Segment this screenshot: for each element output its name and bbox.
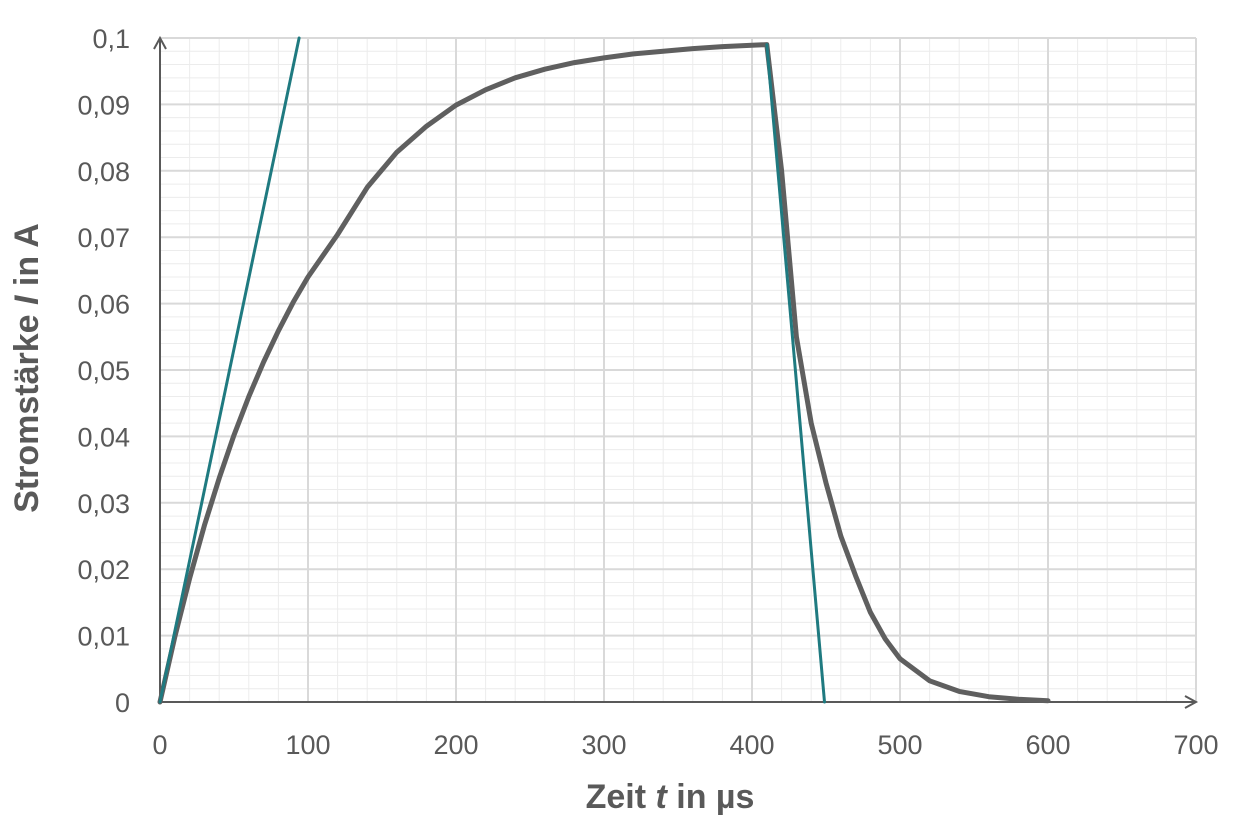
x-tick-label: 100	[285, 730, 330, 760]
x-tick-label: 400	[729, 730, 774, 760]
y-axis-title: Stromstärke I in A	[8, 223, 46, 513]
current-curve-line	[157, 42, 1051, 705]
x-tick-label: 600	[1025, 730, 1070, 760]
x-axis-title: Zeit t in µs	[586, 778, 755, 816]
y-tick-label: 0,04	[77, 422, 130, 452]
x-tick-label: 500	[877, 730, 922, 760]
y-tick-label: 0,01	[77, 622, 130, 652]
y-tick-label: 0,06	[77, 290, 130, 320]
y-tick-label: 0,07	[77, 223, 130, 253]
y-tick-labels: 0 0,01 0,02 0,03 0,04 0,05 0,06 0,07 0,08 0,09 0,1	[77, 24, 130, 718]
tangent-line-2	[765, 43, 826, 704]
series-layer	[157, 36, 1051, 705]
x-axis-arrow	[1184, 695, 1199, 709]
y-tick-label: 0,09	[77, 90, 130, 120]
x-tick-label: 300	[581, 730, 626, 760]
y-tick-label: 0,05	[77, 356, 130, 386]
y-tick-label: 0,1	[92, 24, 130, 54]
axes	[153, 35, 1199, 709]
y-tick-label: 0	[115, 688, 130, 718]
x-tick-labels: 0 100 200 300 400 500 600 700	[152, 730, 1218, 760]
y-axis-arrow	[153, 35, 167, 50]
x-tick-label: 700	[1173, 730, 1218, 760]
x-tick-label: 0	[152, 730, 167, 760]
x-tick-label: 200	[433, 730, 478, 760]
y-tick-label: 0,08	[77, 157, 130, 187]
y-tick-label: 0,03	[77, 489, 130, 519]
major-grid	[160, 37, 1197, 702]
y-tick-label: 0,02	[77, 555, 130, 585]
tangent-line-1	[158, 36, 301, 704]
